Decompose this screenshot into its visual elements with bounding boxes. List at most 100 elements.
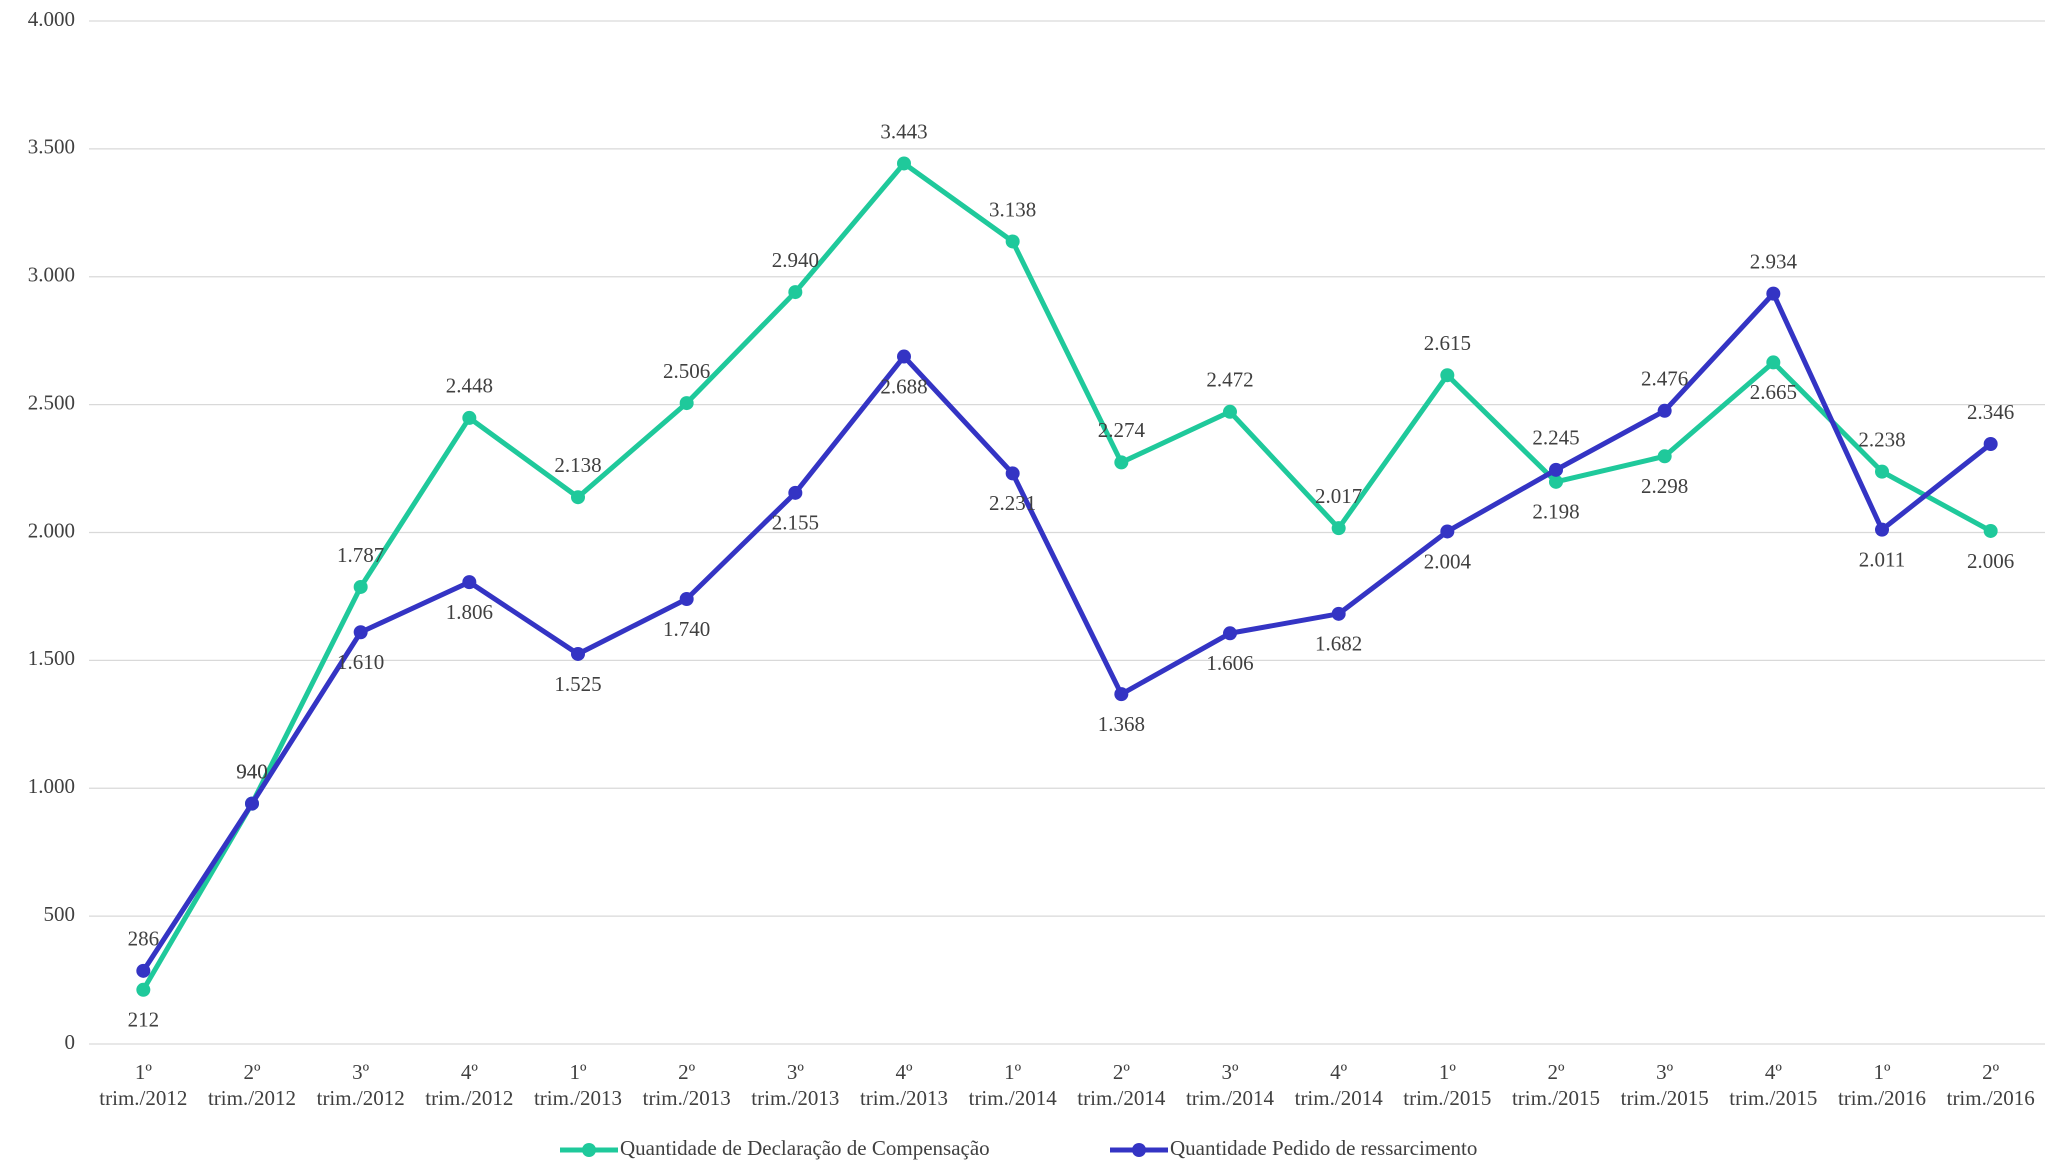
- data-point: [1440, 368, 1455, 383]
- data-label: 1.787: [337, 543, 384, 567]
- data-point: [245, 796, 259, 811]
- y-tick-label: 2.000: [28, 518, 75, 542]
- data-point: [1223, 626, 1237, 641]
- data-point: [1983, 437, 1998, 452]
- x-tick-label: 2º trim./2013: [643, 1060, 731, 1110]
- x-tick-label: 2º trim./2016: [1947, 1060, 2035, 1110]
- data-point: [462, 410, 477, 425]
- data-label: 2.476: [1641, 367, 1688, 391]
- x-tick-label: 1º trim./2012: [99, 1060, 187, 1110]
- data-label: 2.665: [1750, 380, 1797, 404]
- data-label: 2.138: [554, 453, 601, 477]
- data-point: [1549, 474, 1563, 489]
- data-label: 1.606: [1206, 651, 1253, 675]
- data-label: 1.806: [446, 600, 493, 624]
- data-point: [571, 646, 585, 661]
- x-tick-label: 4º trim./2014: [1295, 1060, 1384, 1110]
- data-label: 2.934: [1750, 249, 1798, 273]
- data-label: 2.231: [989, 491, 1036, 515]
- data-point: [1657, 403, 1672, 418]
- x-tick-label: 2º trim./2014: [1077, 1060, 1166, 1110]
- data-label: 2.506: [663, 359, 710, 383]
- data-point: [1549, 462, 1563, 477]
- data-point: [1875, 464, 1889, 479]
- x-tick-label: 2º trim./2015: [1512, 1060, 1600, 1110]
- data-point: [679, 591, 694, 606]
- x-tick-label: 1º trim./2014: [969, 1060, 1058, 1110]
- data-point: [1766, 286, 1781, 301]
- x-tick-label: 2º trim./2012: [208, 1060, 296, 1110]
- y-tick-label: 1.500: [28, 646, 75, 670]
- data-label: 2.940: [772, 248, 819, 272]
- legend-marker: [1132, 1143, 1146, 1157]
- data-point: [136, 982, 151, 997]
- data-point: [571, 490, 585, 505]
- y-tick-label: 4.000: [28, 7, 75, 31]
- series-line: [141, 160, 1992, 992]
- data-label: 2.011: [1859, 547, 1905, 571]
- data-point: [1114, 455, 1129, 470]
- data-label: 940: [236, 759, 268, 783]
- data-point: [1114, 687, 1129, 702]
- data-point: [1005, 234, 1020, 249]
- x-tick-label: 4º trim./2015: [1729, 1060, 1817, 1110]
- data-label: 2.004: [1424, 549, 1472, 573]
- data-point: [897, 349, 911, 364]
- data-point: [136, 963, 151, 978]
- data-label: 1.525: [554, 672, 601, 696]
- series-line: [141, 291, 1993, 973]
- legend-label: Quantidade de Declaração de Compensação: [620, 1136, 990, 1160]
- x-tick-label: 3º trim./2012: [317, 1060, 405, 1110]
- data-point: [1983, 523, 1998, 538]
- data-label: 2.688: [880, 374, 927, 398]
- data-label: 286: [128, 927, 160, 951]
- data-label: 2.198: [1532, 500, 1579, 524]
- x-tick-label: 3º trim./2013: [751, 1060, 839, 1110]
- data-point: [353, 579, 368, 594]
- data-point: [353, 625, 368, 640]
- data-point: [1440, 524, 1455, 539]
- data-label: 1.610: [337, 650, 384, 674]
- y-tick-label: 2.500: [28, 390, 75, 414]
- data-point: [788, 485, 803, 500]
- y-tick-label: 0: [65, 1030, 76, 1054]
- data-label: 1.682: [1315, 632, 1362, 656]
- data-point: [679, 396, 694, 411]
- data-label: 3.138: [989, 197, 1036, 221]
- y-tick-label: 1.000: [28, 774, 75, 798]
- data-label: 2.298: [1641, 474, 1688, 498]
- data-label: 2.245: [1532, 426, 1579, 450]
- data-point: [462, 575, 477, 590]
- data-label: 1.368: [1098, 712, 1145, 736]
- x-tick-label: 3º trim./2014: [1186, 1060, 1275, 1110]
- data-label: 2.238: [1858, 427, 1905, 451]
- x-tick-label: 1º trim./2013: [534, 1060, 622, 1110]
- data-label: 3.443: [880, 119, 927, 143]
- data-label: 2.274: [1098, 418, 1146, 442]
- data-label: 2.472: [1206, 368, 1253, 392]
- data-point: [1005, 466, 1020, 481]
- data-label: 2.615: [1424, 331, 1471, 355]
- data-label: 2.006: [1967, 549, 2014, 573]
- data-point: [1331, 521, 1346, 536]
- x-tick-label: 4º trim./2013: [860, 1060, 948, 1110]
- data-point: [1331, 606, 1346, 621]
- data-point: [897, 156, 911, 171]
- data-label: 1.740: [663, 617, 710, 641]
- x-tick-label: 4º trim./2012: [425, 1060, 513, 1110]
- data-label: 2.155: [772, 511, 819, 535]
- data-point: [1766, 355, 1781, 370]
- data-label: 2.448: [446, 374, 493, 398]
- legend-marker: [582, 1143, 596, 1157]
- y-tick-label: 3.000: [28, 263, 75, 287]
- y-tick-label: 500: [44, 902, 76, 926]
- y-tick-label: 3.500: [28, 135, 75, 159]
- x-tick-label: 1º trim./2015: [1403, 1060, 1491, 1110]
- data-point: [1875, 522, 1889, 537]
- data-label: 2.346: [1967, 400, 2014, 424]
- data-point: [1223, 404, 1237, 419]
- legend-label: Quantidade Pedido de ressarcimento: [1170, 1136, 1477, 1160]
- data-label: 940: [236, 759, 268, 783]
- x-tick-label: 3º trim./2015: [1621, 1060, 1709, 1110]
